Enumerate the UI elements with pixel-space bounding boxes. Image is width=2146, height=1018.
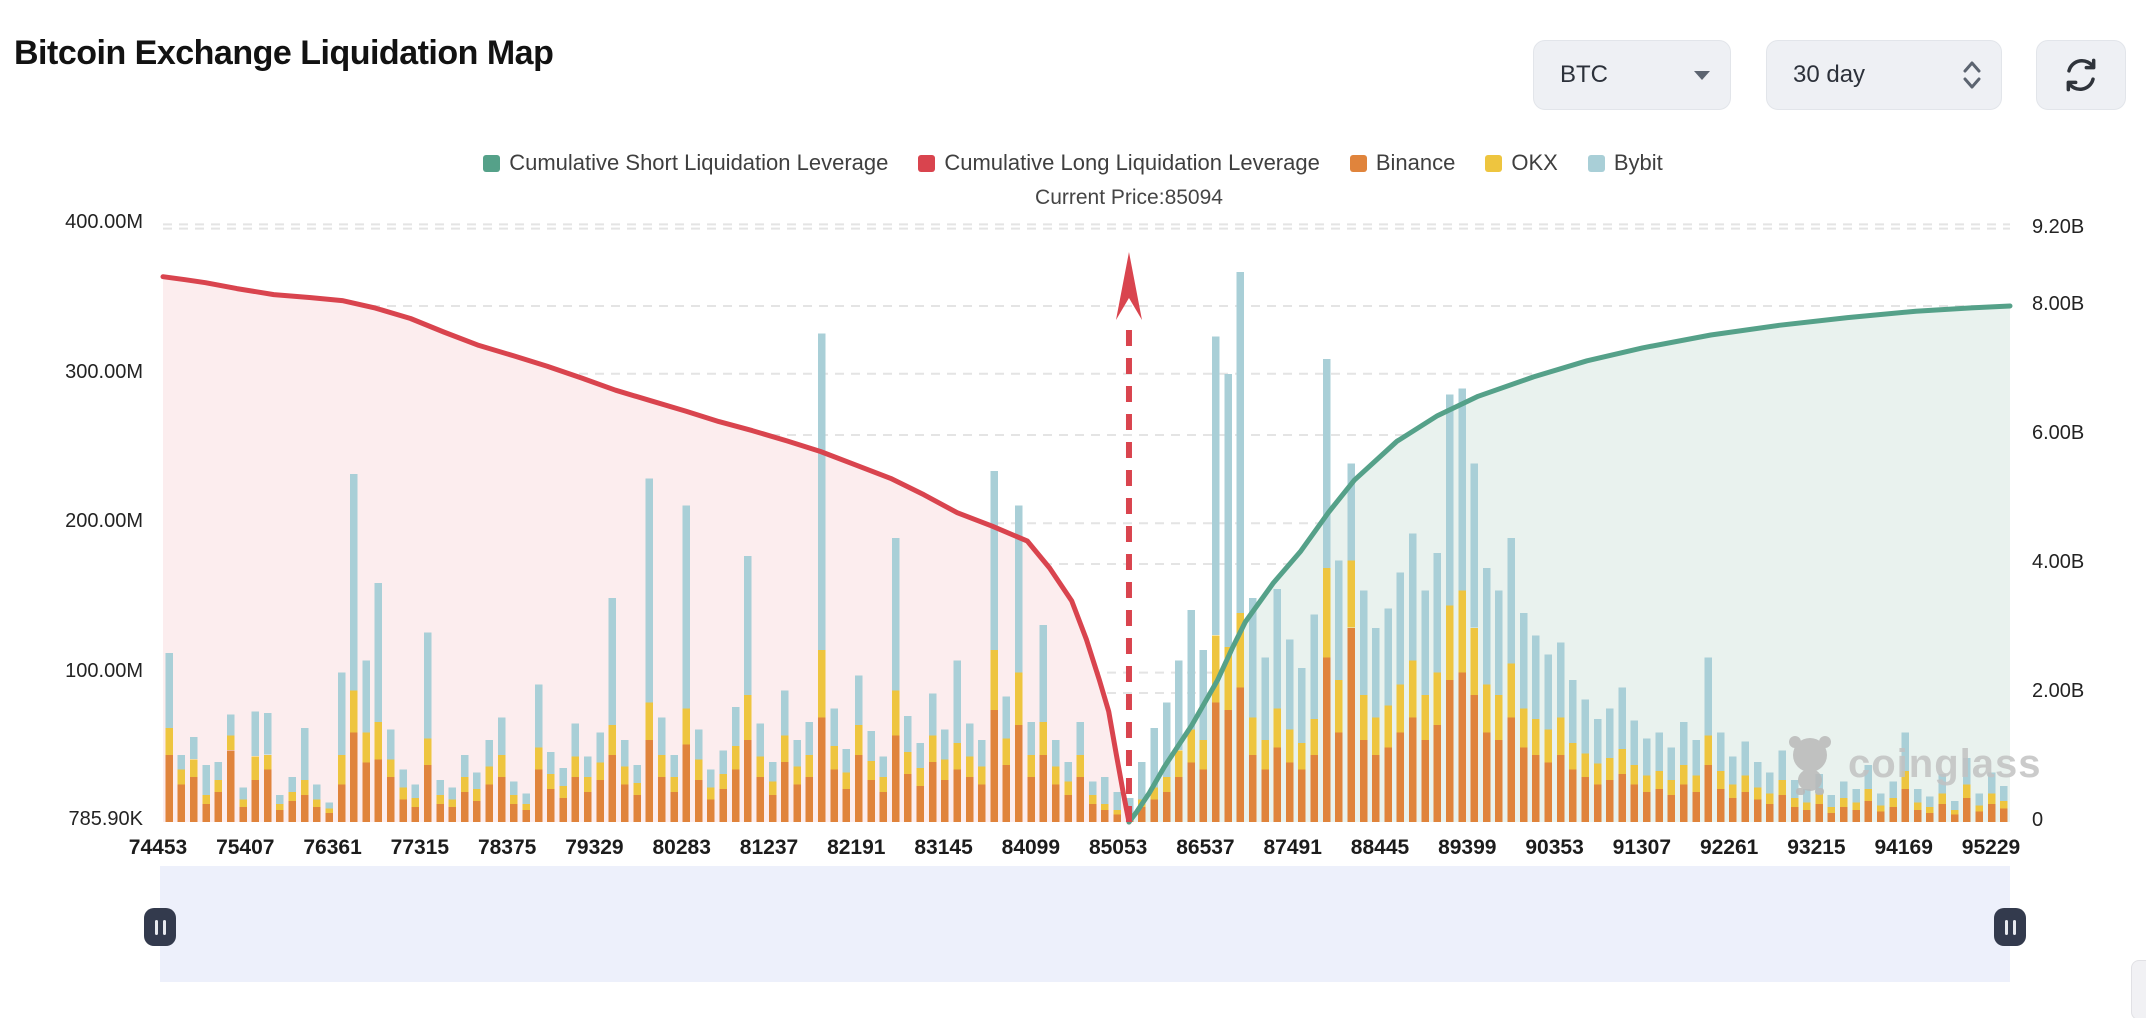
y-left-tick: 400.00M bbox=[65, 211, 143, 234]
period-select-value: 30 day bbox=[1793, 61, 1866, 88]
legend-label: Cumulative Short Liquidation Leverage bbox=[509, 150, 889, 175]
x-axis-tick: 80283 bbox=[652, 836, 711, 859]
legend-item[interactable]: Binance bbox=[1349, 150, 1456, 176]
y-left-tick: 300.00M bbox=[65, 360, 143, 383]
x-axis-tick: 81237 bbox=[739, 836, 799, 859]
page-scrollbar-thumb[interactable] bbox=[2131, 960, 2146, 1018]
x-axis-tick: 91307 bbox=[1612, 836, 1672, 859]
spinner-chevrons-icon bbox=[1963, 61, 1981, 89]
x-axis-tick: 95229 bbox=[1961, 836, 2021, 859]
x-axis-tick: 78375 bbox=[477, 836, 537, 859]
x-axis-tick: 83145 bbox=[914, 836, 973, 859]
current-price-label: Current Price:85094 bbox=[1035, 186, 1223, 209]
pause-icon bbox=[162, 919, 166, 935]
legend-label: OKX bbox=[1511, 150, 1558, 175]
y-right-tick: 4.00B bbox=[2032, 551, 2085, 573]
x-axis-tick: 74453 bbox=[128, 836, 188, 859]
refresh-icon bbox=[2066, 58, 2096, 92]
x-axis-tick: 79329 bbox=[565, 836, 624, 859]
legend-item[interactable]: OKX bbox=[1485, 150, 1558, 176]
datazoom-right-handle[interactable] bbox=[1994, 908, 2026, 946]
legend-item[interactable]: Cumulative Short Liquidation Leverage bbox=[483, 150, 888, 176]
coin-select-value: BTC bbox=[1560, 61, 1608, 88]
x-axis-tick: 84099 bbox=[1001, 836, 1061, 859]
y-left-tick: 785.90K bbox=[68, 807, 143, 830]
y-right-tick: 2.00B bbox=[2032, 680, 2085, 702]
legend-label: Bybit bbox=[1613, 150, 1663, 175]
x-axis-tick: 86537 bbox=[1176, 836, 1235, 859]
legend-item[interactable]: Bybit bbox=[1587, 150, 1663, 176]
coin-select[interactable]: BTC bbox=[1533, 40, 1731, 110]
datazoom-strip[interactable] bbox=[144, 866, 2026, 982]
legend-swatch bbox=[1349, 154, 1367, 172]
y-right-tick: 8.00B bbox=[2032, 293, 2085, 315]
x-axis-tick: 87491 bbox=[1263, 836, 1322, 859]
y-right-tick: 9.20B bbox=[2032, 215, 2085, 238]
x-axis-tick: 82191 bbox=[827, 836, 886, 859]
x-axis-tick: 90353 bbox=[1525, 836, 1584, 859]
legend-swatch bbox=[1587, 154, 1605, 172]
legend-label: Cumulative Long Liquidation Leverage bbox=[944, 150, 1320, 175]
legend-item[interactable]: Cumulative Long Liquidation Leverage bbox=[918, 150, 1320, 176]
x-axis-tick: 94169 bbox=[1874, 836, 1933, 859]
period-select[interactable]: 30 day bbox=[1766, 40, 2002, 110]
legend-swatch bbox=[918, 154, 936, 172]
pause-icon bbox=[2012, 919, 2016, 935]
x-axis-tick: 76361 bbox=[303, 836, 362, 859]
x-axis-tick: 89399 bbox=[1438, 836, 1497, 859]
x-axis-tick: 93215 bbox=[1787, 836, 1846, 859]
y-left-tick: 200.00M bbox=[65, 510, 143, 533]
x-axis-tick: 85053 bbox=[1088, 836, 1148, 859]
refresh-button[interactable] bbox=[2036, 40, 2126, 110]
legend-swatch bbox=[483, 154, 501, 172]
x-axis-tick: 92261 bbox=[1699, 836, 1759, 859]
y-left-tick: 100.00M bbox=[65, 659, 143, 682]
datazoom-left-handle[interactable] bbox=[144, 908, 176, 946]
chevron-down-icon bbox=[1694, 70, 1710, 80]
x-axis-tick: 77315 bbox=[390, 836, 450, 859]
page-title: Bitcoin Exchange Liquidation Map bbox=[14, 34, 554, 72]
legend-swatch bbox=[1485, 154, 1503, 172]
pause-icon bbox=[154, 919, 158, 935]
x-axis-tick: 75407 bbox=[216, 836, 275, 859]
y-right-tick: 0 bbox=[2032, 809, 2044, 831]
chart-legend: Cumulative Short Liquidation Leverage Cum… bbox=[0, 150, 2146, 176]
x-axis-tick: 88445 bbox=[1350, 836, 1410, 859]
y-right-tick: 6.00B bbox=[2032, 422, 2085, 444]
pause-icon bbox=[2004, 919, 2008, 935]
legend-label: Binance bbox=[1375, 150, 1456, 175]
